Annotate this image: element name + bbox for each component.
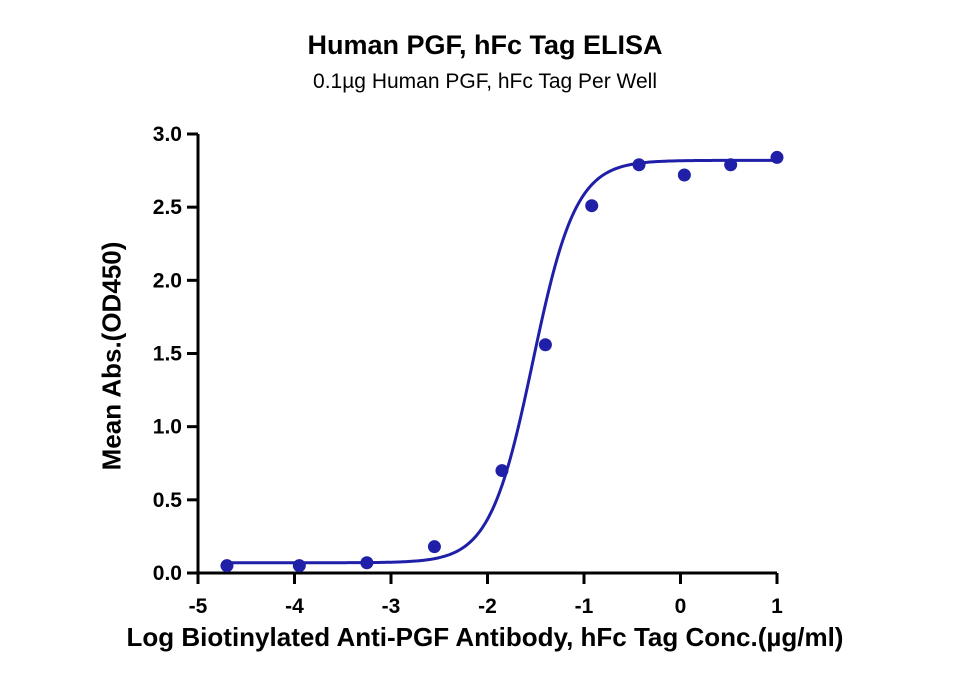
- x-tick-label: -4: [285, 595, 304, 618]
- data-point: [632, 158, 646, 172]
- data-point: [292, 559, 306, 573]
- data-point: [724, 158, 738, 172]
- chart-subtitle: 0.1µg Human PGF, hFc Tag Per Well: [313, 70, 657, 93]
- x-axis-label: Log Biotinylated Anti-PGF Antibody, hFc …: [126, 622, 844, 652]
- y-axis-label: Mean Abs.(OD450): [96, 241, 127, 471]
- data-point: [427, 540, 441, 554]
- chart-title: Human PGF, hFc Tag ELISA: [307, 30, 663, 60]
- y-tick-label: 0.5: [153, 489, 183, 512]
- data-point: [770, 150, 784, 164]
- x-tick-label: 0: [675, 595, 687, 618]
- y-tick-label: 2.5: [153, 196, 183, 219]
- x-tick-label: -2: [478, 595, 497, 618]
- data-point: [677, 168, 691, 182]
- y-tick-label: 1.5: [153, 343, 183, 366]
- data-point: [585, 199, 599, 213]
- x-tick-label: 1: [771, 595, 783, 618]
- data-point: [495, 464, 509, 478]
- x-tick-label: -3: [382, 595, 401, 618]
- y-tick-label: 0.0: [153, 562, 182, 585]
- x-tick-label: -5: [189, 595, 208, 618]
- data-point: [538, 338, 552, 352]
- data-point: [220, 559, 234, 573]
- data-point: [360, 556, 374, 570]
- x-tick-label: -1: [575, 595, 594, 618]
- y-tick-label: 3.0: [153, 123, 182, 146]
- y-tick-label: 2.0: [153, 269, 182, 292]
- y-tick-label: 1.0: [153, 416, 182, 439]
- fit-curve: [226, 158, 778, 565]
